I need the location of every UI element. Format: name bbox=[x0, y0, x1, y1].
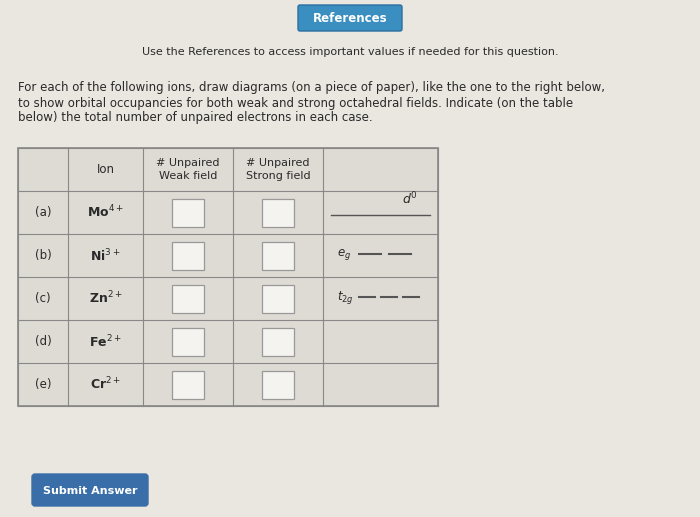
Text: Zn$^{2+}$: Zn$^{2+}$ bbox=[89, 290, 122, 307]
Text: (d): (d) bbox=[34, 335, 51, 348]
Bar bbox=[172, 284, 204, 312]
FancyBboxPatch shape bbox=[32, 474, 148, 506]
Text: Cr$^{2+}$: Cr$^{2+}$ bbox=[90, 376, 121, 393]
Text: (a): (a) bbox=[35, 206, 51, 219]
Bar bbox=[172, 371, 204, 399]
Text: below) the total number of unpaired electrons in each case.: below) the total number of unpaired elec… bbox=[18, 112, 372, 125]
Bar bbox=[172, 327, 204, 356]
Bar bbox=[262, 199, 294, 226]
FancyBboxPatch shape bbox=[298, 5, 402, 31]
Text: For each of the following ions, draw diagrams (on a piece of paper), like the on: For each of the following ions, draw dia… bbox=[18, 82, 605, 95]
Bar bbox=[262, 284, 294, 312]
Text: to show orbital occupancies for both weak and strong octahedral fields. Indicate: to show orbital occupancies for both wea… bbox=[18, 97, 573, 110]
Text: # Unpaired
Weak field: # Unpaired Weak field bbox=[156, 158, 220, 181]
Text: Mo$^{4+}$: Mo$^{4+}$ bbox=[87, 204, 124, 221]
Text: Submit Answer: Submit Answer bbox=[43, 486, 137, 496]
Text: (b): (b) bbox=[34, 249, 51, 262]
Text: (c): (c) bbox=[35, 292, 51, 305]
Bar bbox=[172, 199, 204, 226]
Bar bbox=[262, 327, 294, 356]
Text: $e_g$: $e_g$ bbox=[337, 247, 351, 262]
Text: Ion: Ion bbox=[97, 163, 115, 176]
Text: # Unpaired
Strong field: # Unpaired Strong field bbox=[246, 158, 310, 181]
Bar bbox=[262, 371, 294, 399]
Text: Ni$^{3+}$: Ni$^{3+}$ bbox=[90, 247, 121, 264]
Text: (e): (e) bbox=[35, 378, 51, 391]
Text: $t_{2g}$: $t_{2g}$ bbox=[337, 288, 354, 306]
Bar bbox=[262, 241, 294, 269]
Bar bbox=[18, 148, 438, 406]
Text: Use the References to access important values if needed for this question.: Use the References to access important v… bbox=[141, 47, 559, 57]
Text: References: References bbox=[313, 12, 387, 25]
Text: $d^0$: $d^0$ bbox=[402, 191, 418, 207]
Text: Fe$^{2+}$: Fe$^{2+}$ bbox=[89, 333, 122, 350]
Bar bbox=[172, 241, 204, 269]
